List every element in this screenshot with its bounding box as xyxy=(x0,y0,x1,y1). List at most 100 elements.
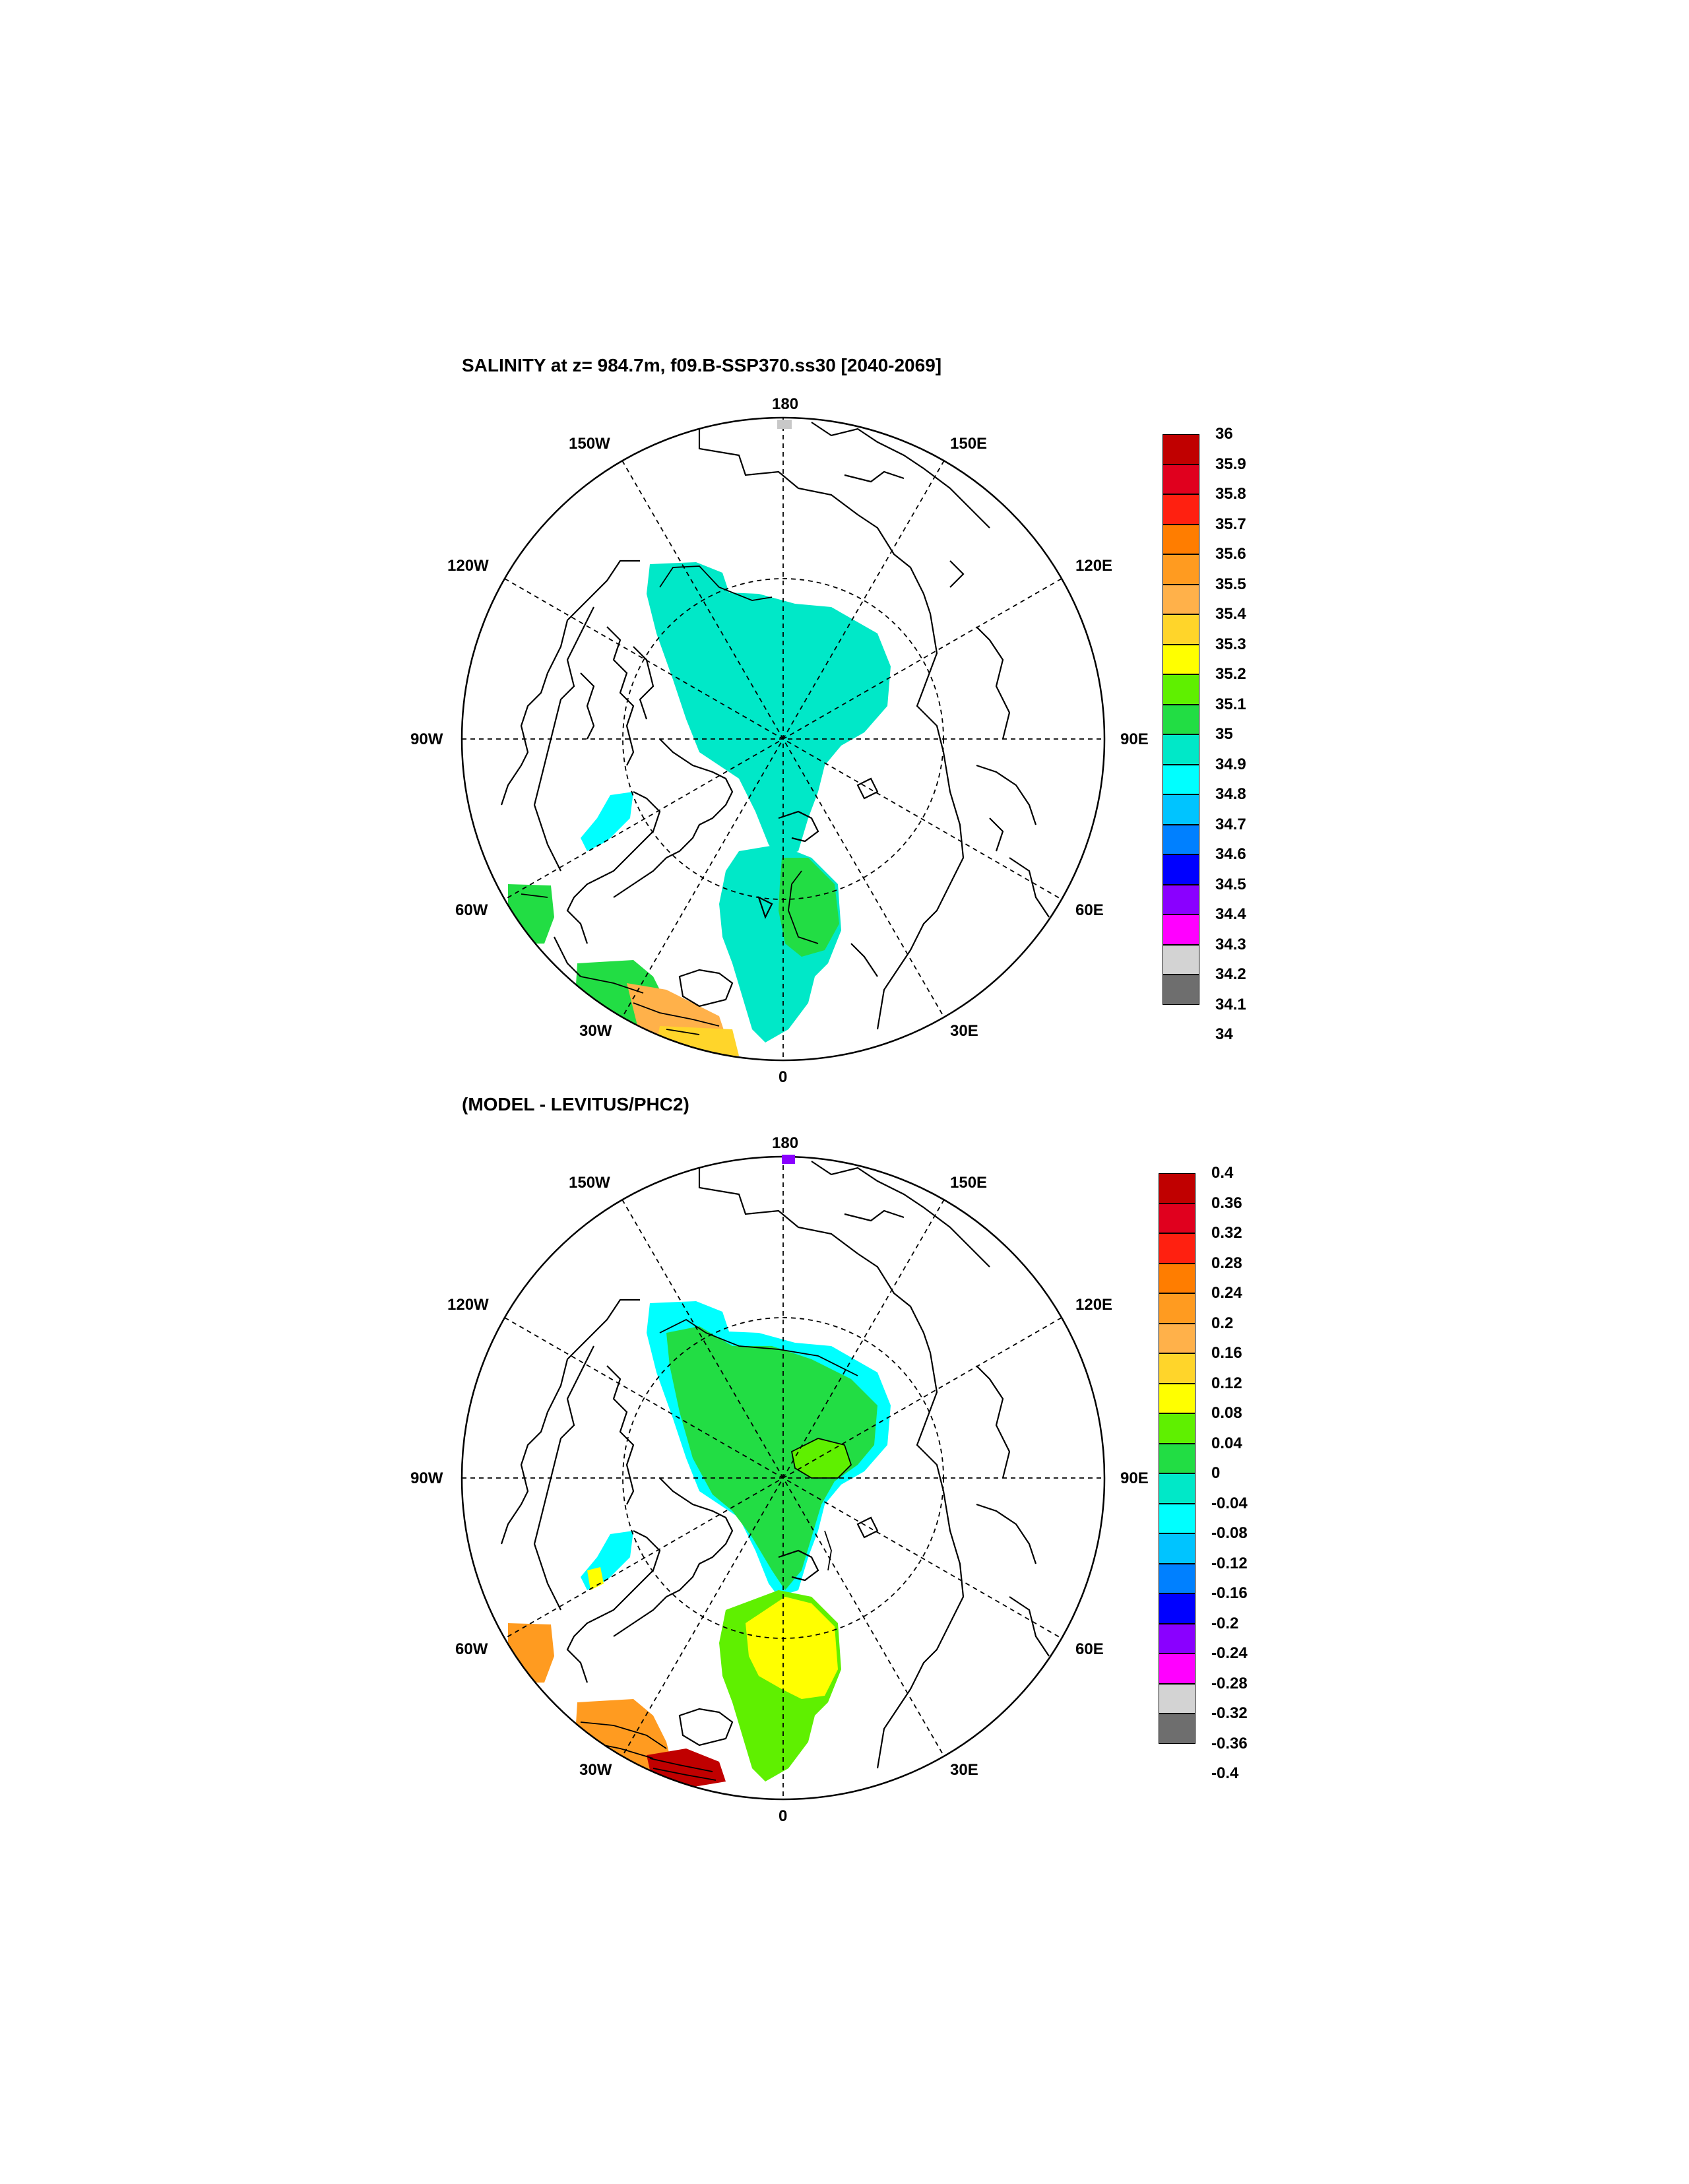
colorbar-tick-label: 0.28 xyxy=(1211,1254,1242,1272)
colorbar-tick-label: 0.32 xyxy=(1211,1224,1242,1242)
label-30w: 30W xyxy=(579,1022,612,1040)
label-0: 0 xyxy=(779,1068,787,1086)
graticule xyxy=(462,1157,1104,1799)
label-120w: 120W xyxy=(447,557,489,575)
label-60w: 60W xyxy=(455,901,488,919)
colorbar-swatch xyxy=(1159,1203,1195,1233)
salinity-colorbar: 36 35.9 35.8 35.7 35.6 35.5 35.4 35.3 35.2 35.1 35… xyxy=(1163,425,1294,1043)
contours xyxy=(521,565,819,1035)
difference-polar-map: 180 150W 150E 120W 120E 90W 90E 60W 60E … xyxy=(410,1135,1149,1825)
colorbar-tick-label: -0.2 xyxy=(1211,1614,1239,1632)
label-60e: 60E xyxy=(1075,1640,1104,1658)
colorbar-tick-label: 34.6 xyxy=(1215,845,1246,863)
colorbar-swatch xyxy=(1163,614,1199,645)
label-30e: 30E xyxy=(950,1761,978,1779)
bottom-panel-title: (MODEL - LEVITUS/PHC2) xyxy=(462,1094,689,1114)
label-90w: 90W xyxy=(410,1469,443,1487)
colorbar-swatch xyxy=(1159,1714,1195,1744)
contours xyxy=(580,1318,858,1781)
colorbar-tick-label: 36 xyxy=(1215,425,1233,443)
colorbar-tick-label: -0.36 xyxy=(1211,1734,1248,1752)
colorbar-tick-label: 35.4 xyxy=(1215,605,1246,623)
norwegian-sea-high xyxy=(779,858,839,957)
colorbar-tick-label: 35.8 xyxy=(1215,485,1246,503)
colorbar-swatch xyxy=(1159,1233,1195,1264)
colorbar-tick-label: -0.4 xyxy=(1211,1764,1239,1782)
colorbar-swatch xyxy=(1159,1593,1195,1624)
colorbar-tick-label: 34.8 xyxy=(1215,785,1246,803)
colorbar-swatch xyxy=(1163,734,1199,765)
arctic-basin-lightgreen xyxy=(792,1438,851,1478)
label-150e: 150E xyxy=(950,435,987,453)
colorbar-swatch xyxy=(1159,1563,1195,1593)
colorbar-swatch xyxy=(1159,1623,1195,1654)
baffin-shading xyxy=(581,792,633,851)
north-atlantic-red xyxy=(647,1749,726,1788)
label-30w: 30W xyxy=(579,1761,612,1779)
colorbar-tick-label: -0.04 xyxy=(1211,1494,1248,1512)
label-60e: 60E xyxy=(1075,901,1104,919)
salinity-polar-map: 180 150W 150E 120W 120E 90W 90E 60W 60E … xyxy=(410,396,1149,1086)
label-180: 180 xyxy=(772,1135,798,1152)
colorbar-swatch xyxy=(1159,1353,1195,1384)
colorbar-swatch xyxy=(1163,884,1199,915)
colorbar-tick-label: 34.9 xyxy=(1215,755,1246,773)
label-30e: 30E xyxy=(950,1022,978,1040)
coastlines xyxy=(500,1161,1050,1769)
colorbar-swatch xyxy=(1159,1443,1195,1473)
colorbar-tick-label: 34.3 xyxy=(1215,935,1246,953)
arctic-basin-green xyxy=(666,1326,877,1590)
colorbar-swatch xyxy=(1159,1413,1195,1444)
label-180: 180 xyxy=(772,396,798,413)
colorbar-tick-label: 35.3 xyxy=(1215,635,1246,653)
top-panel-title: SALINITY at z= 984.7m, f09.B-SSP370.ss30… xyxy=(462,355,942,375)
nordic-seas-yellow xyxy=(746,1597,838,1699)
colorbar-tick-label: 35.9 xyxy=(1215,455,1246,473)
colorbar-swatch xyxy=(1159,1533,1195,1564)
colorbar-tick-label: 34 xyxy=(1215,1025,1233,1043)
colorbar-swatch xyxy=(1159,1293,1195,1324)
label-150w: 150W xyxy=(569,435,610,453)
label-150e: 150E xyxy=(950,1174,987,1192)
colorbar-swatch xyxy=(1163,554,1199,585)
label-90w: 90W xyxy=(410,730,443,748)
colorbar-tick-label: -0.28 xyxy=(1211,1674,1248,1692)
colorbar-swatch xyxy=(1159,1263,1195,1293)
colorbar-tick-label: -0.24 xyxy=(1211,1644,1248,1662)
colorbar-tick-label: 34.2 xyxy=(1215,965,1246,983)
colorbar-tick-label: 0.08 xyxy=(1211,1404,1242,1422)
colorbar-swatch xyxy=(1163,434,1199,465)
iceland-hole xyxy=(680,1710,732,1745)
colorbar-swatch xyxy=(1159,1503,1195,1533)
colorbar-tick-label: 0 xyxy=(1211,1464,1221,1482)
colorbar-tick-label: 0.16 xyxy=(1211,1344,1242,1362)
colorbar-swatch xyxy=(1163,915,1199,945)
colorbar-tick-label: -0.08 xyxy=(1211,1524,1248,1542)
graticule xyxy=(462,418,1104,1060)
colorbar-swatch xyxy=(1163,704,1199,734)
colorbar-tick-label: 34.1 xyxy=(1215,995,1246,1013)
label-120e: 120E xyxy=(1075,1296,1112,1314)
colorbar-tick-label: 34.4 xyxy=(1215,905,1246,923)
colorbar-swatch xyxy=(1159,1683,1195,1714)
colorbar-swatch xyxy=(1163,764,1199,794)
north-atlantic-warm xyxy=(627,983,726,1043)
colorbar-tick-label: 0.4 xyxy=(1211,1164,1234,1182)
map-boundary xyxy=(461,416,1106,1062)
colorbar-tick-label: 34.7 xyxy=(1215,815,1246,833)
baffin-cyan xyxy=(581,1531,633,1590)
colorbar-tick-label: 0.24 xyxy=(1211,1284,1242,1302)
label-90e: 90E xyxy=(1120,730,1149,748)
grey-speck xyxy=(777,420,792,429)
colorbar-swatch xyxy=(1163,944,1199,975)
colorbar-swatch xyxy=(1163,674,1199,705)
colorbar-swatch xyxy=(1163,854,1199,885)
arctic-basin-shading xyxy=(647,562,891,858)
label-120w: 120W xyxy=(447,1296,489,1314)
colorbar-tick-label: -0.16 xyxy=(1211,1584,1248,1602)
colorbar-swatch xyxy=(1163,494,1199,525)
colorbar-tick-label: -0.32 xyxy=(1211,1704,1248,1722)
colorbar-tick-label: 35 xyxy=(1215,725,1233,743)
colorbar-tick-label: 0.04 xyxy=(1211,1434,1242,1452)
colorbar-swatch xyxy=(1163,584,1199,614)
